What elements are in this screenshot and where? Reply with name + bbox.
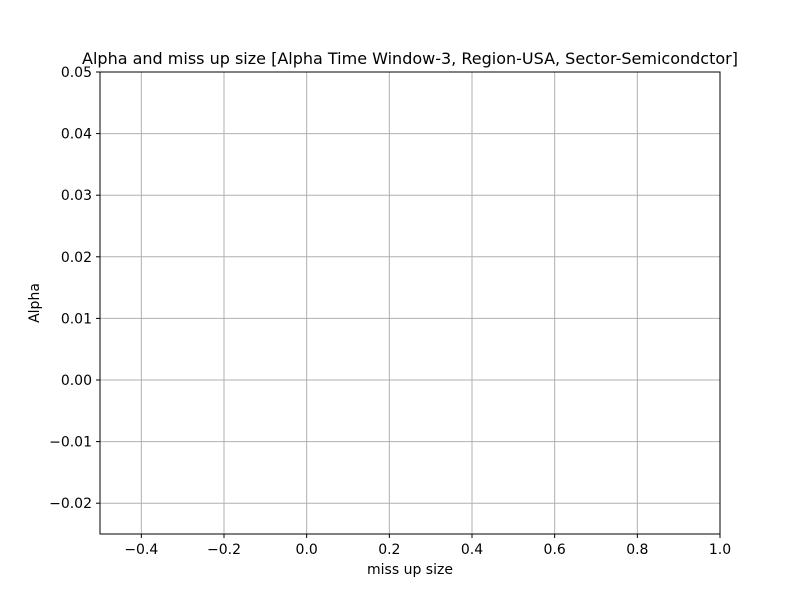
x-tick-label: 0.6 (544, 542, 566, 558)
grid-lines (100, 71, 721, 534)
x-axis-ticks: −0.4 −0.2 0.0 0.2 0.4 0.6 0.8 1.0 (124, 534, 731, 558)
y-tick-label: −0.01 (49, 435, 92, 451)
x-tick-label: 0.0 (296, 542, 318, 558)
x-tick-label: −0.4 (124, 542, 158, 558)
y-tick-label: −0.02 (49, 496, 92, 512)
y-tick-label: 0.04 (61, 127, 92, 143)
chart-title: Alpha and miss up size [Alpha Time Windo… (82, 49, 738, 68)
y-tick-label: 0.00 (61, 373, 92, 389)
y-tick-label: 0.05 (61, 65, 92, 81)
x-tick-label: −0.2 (207, 542, 241, 558)
x-tick-label: 0.8 (626, 542, 648, 558)
y-tick-label: 0.01 (61, 311, 92, 327)
y-axis-label: Alpha (27, 283, 43, 323)
plot-frame (99, 71, 721, 535)
y-axis-ticks: −0.02 −0.01 0.00 0.01 0.02 0.03 0.04 0.05 (49, 65, 100, 512)
x-tick-label: 0.4 (461, 542, 483, 558)
x-tick-label: 1.0 (709, 542, 731, 558)
y-tick-label: 0.02 (61, 250, 92, 266)
x-tick-label: 0.2 (378, 542, 400, 558)
x-axis-label: miss up size (367, 562, 453, 578)
y-tick-label: 0.03 (61, 188, 92, 204)
